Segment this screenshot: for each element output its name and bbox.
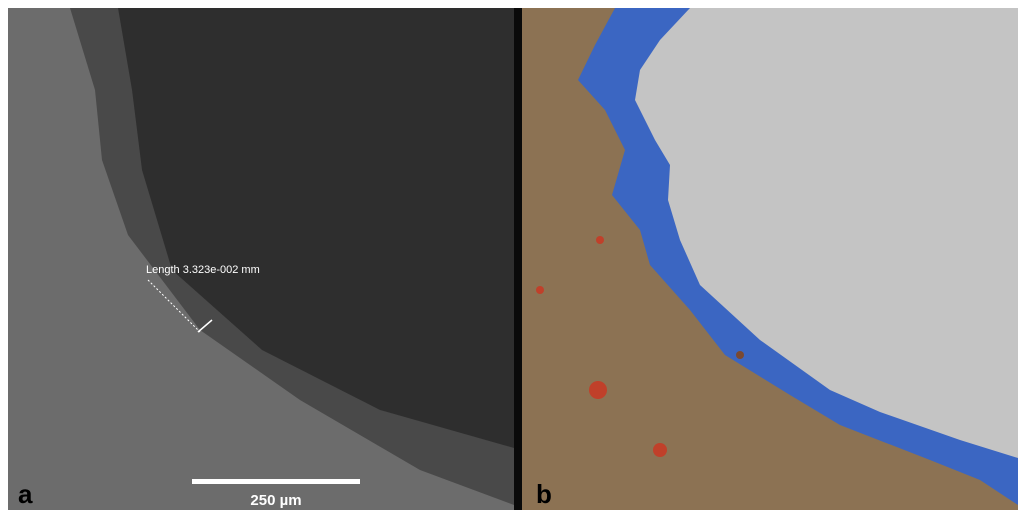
figure: Length 3.323e-002 mm 250 µm a b (0, 0, 1022, 514)
divider (514, 8, 522, 510)
scale-bar (192, 479, 360, 484)
panel-b-image (522, 8, 1018, 510)
panel-label: a (18, 479, 33, 509)
scale-bar-label: 250 µm (250, 492, 301, 509)
measurement-label: Length 3.323e-002 mm (146, 264, 260, 276)
panel-label: b (536, 479, 552, 509)
panel-a-image (8, 8, 514, 510)
